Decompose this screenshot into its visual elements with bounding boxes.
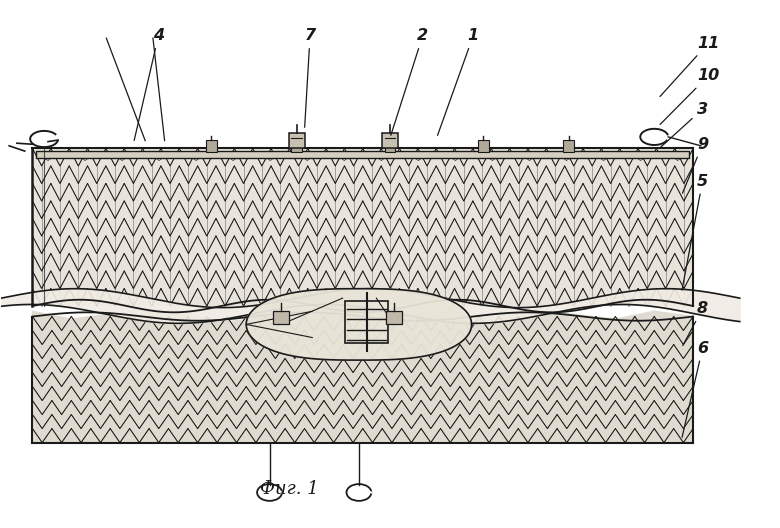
Text: 1: 1 (438, 28, 479, 135)
Bar (274, 312, 289, 324)
Text: 10: 10 (660, 69, 719, 125)
Polygon shape (246, 289, 472, 360)
Bar (563, 140, 574, 152)
Text: Фиг. 1: Фиг. 1 (260, 480, 318, 498)
Text: 3: 3 (660, 101, 708, 148)
Bar (345, 301, 388, 343)
Bar (386, 312, 402, 324)
Text: 7: 7 (304, 28, 316, 127)
Bar (291, 140, 302, 152)
Bar (33, 148, 693, 306)
Text: 8: 8 (682, 301, 708, 346)
Bar (385, 140, 395, 152)
Text: 4: 4 (134, 28, 164, 140)
Bar (206, 140, 217, 152)
Bar (478, 140, 489, 152)
Text: 5: 5 (682, 174, 708, 290)
Bar (382, 133, 398, 148)
Text: 6: 6 (682, 341, 708, 437)
Text: 9: 9 (682, 137, 708, 193)
Bar (289, 133, 304, 148)
Text: 11: 11 (660, 36, 719, 97)
Polygon shape (33, 309, 693, 442)
Bar (37, 150, 690, 158)
Text: 2: 2 (391, 28, 428, 135)
Bar (33, 148, 693, 306)
